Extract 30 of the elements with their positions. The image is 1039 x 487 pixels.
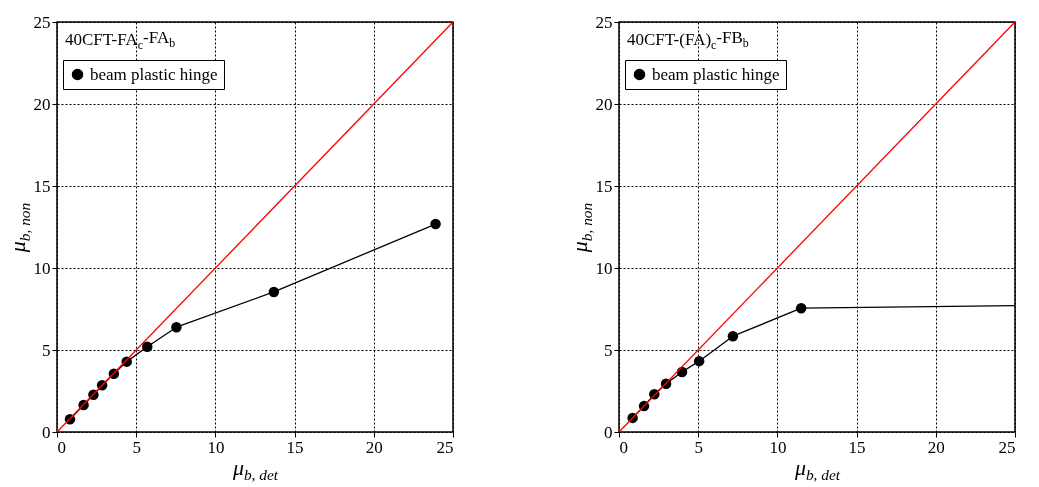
x-axis-title: μ$_{b, det}$	[231, 454, 279, 483]
x-tick-label: 20	[927, 437, 945, 457]
annotation: 40CFT-FA$_{c}$-FA$_{b}$	[65, 28, 176, 53]
y-tick-label: 0	[42, 422, 51, 442]
legend-label: beam plastic hinge	[652, 64, 780, 84]
x-tick-label: 10	[769, 437, 787, 457]
y-tick-label: 5	[42, 340, 51, 360]
y-tick-label: 0	[604, 422, 613, 442]
y-tick-label: 5	[604, 340, 613, 360]
x-tick-label: 0	[57, 437, 66, 457]
x-axis-title: μ$_{b, det}$	[793, 454, 841, 483]
x-tick-label: 10	[207, 437, 225, 457]
y-tick-label: 15	[33, 176, 51, 196]
x-tick-label: 0	[619, 437, 628, 457]
x-tick-label: 20	[365, 437, 383, 457]
x-tick-label: 25	[436, 437, 454, 457]
y-tick-label: 10	[33, 258, 51, 278]
x-tick-label: 5	[132, 437, 141, 457]
y-tick-label: 25	[595, 12, 613, 32]
y-tick-label: 10	[595, 258, 613, 278]
x-tick-label: 15	[848, 437, 866, 457]
legend-label: beam plastic hinge	[90, 64, 218, 84]
annotation: 40CFT-(FA)$_{c}$-FB$_{b}$	[627, 28, 749, 53]
y-tick-label: 20	[33, 94, 51, 114]
x-tick-label: 5	[694, 437, 703, 457]
y-tick-label: 20	[595, 94, 613, 114]
y-tick-label: 25	[33, 12, 51, 32]
x-tick-label: 15	[286, 437, 304, 457]
y-tick-label: 15	[595, 176, 613, 196]
x-tick-label: 25	[998, 437, 1016, 457]
